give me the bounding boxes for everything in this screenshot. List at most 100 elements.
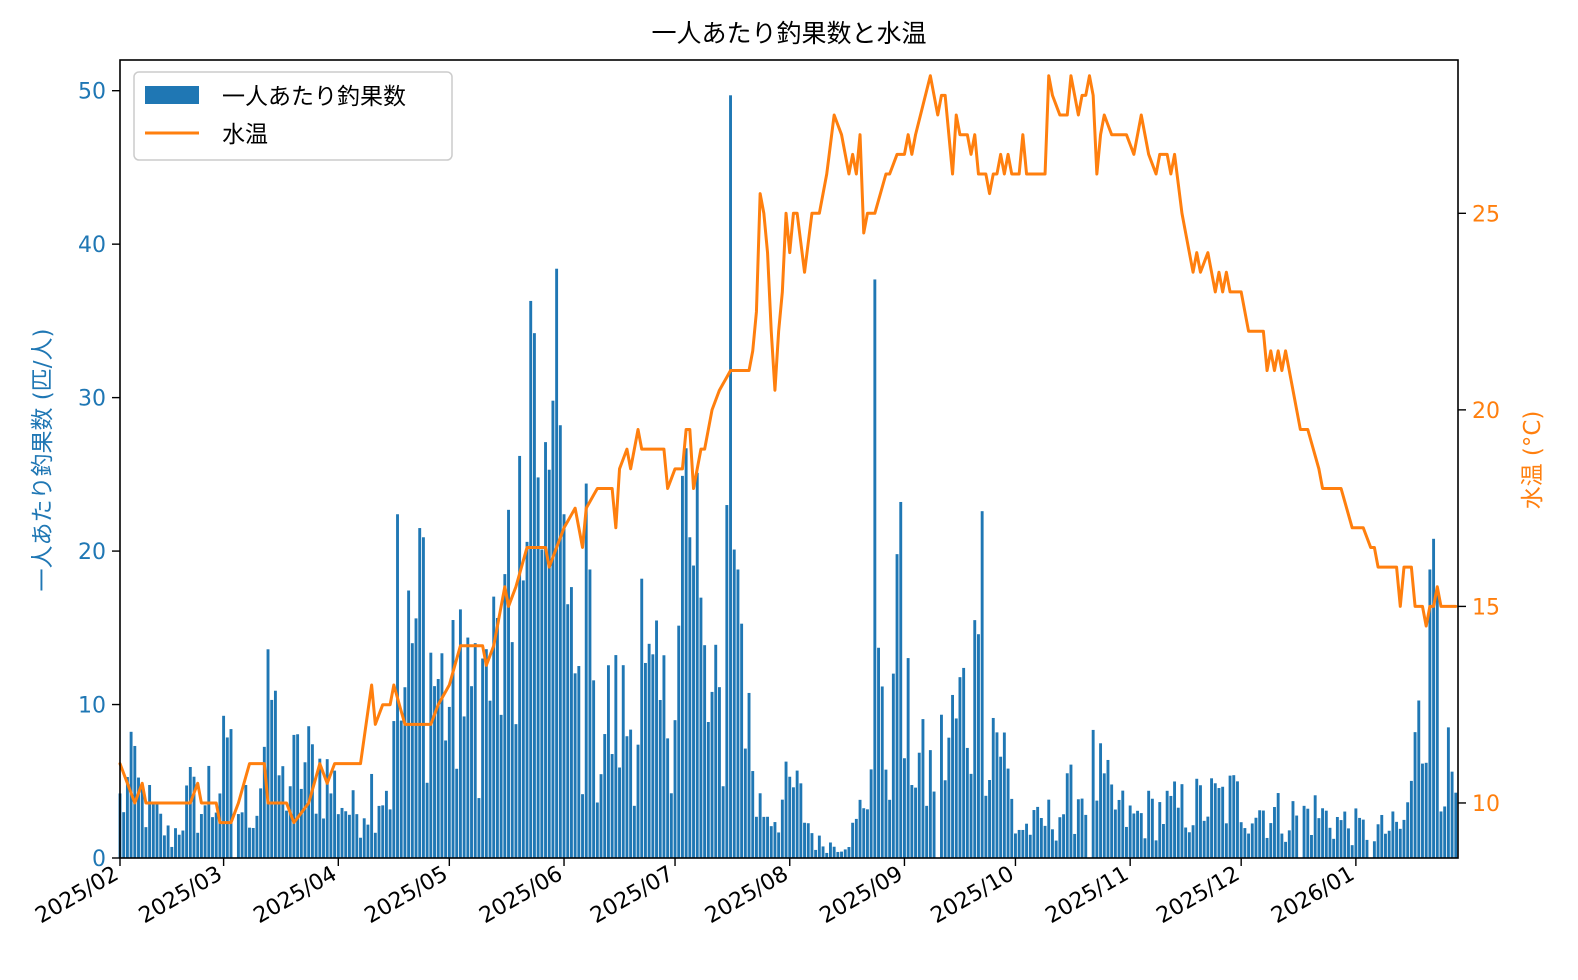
catch-bar — [296, 734, 300, 858]
catch-bar — [965, 747, 969, 858]
catch-bar — [1073, 833, 1077, 858]
catch-bar — [795, 770, 799, 858]
catch-bar — [514, 724, 518, 858]
catch-bar — [899, 501, 903, 858]
catch-bar — [588, 569, 592, 858]
catch-bar — [951, 694, 954, 858]
catch-bar — [218, 793, 222, 858]
catch-bar — [1358, 817, 1362, 858]
catch-bar — [1228, 775, 1232, 858]
catch-bar — [248, 827, 251, 858]
catch-bar — [606, 665, 610, 858]
catch-bar — [196, 832, 200, 858]
catch-bar — [1043, 825, 1047, 858]
catch-bar — [710, 691, 714, 858]
catch-bar — [333, 770, 337, 858]
catch-bar — [810, 833, 814, 858]
catch-bar — [1102, 773, 1106, 858]
catch-bar — [1014, 833, 1017, 858]
catch-bar — [532, 333, 536, 858]
catch-bar — [677, 625, 681, 858]
catch-bar — [1080, 798, 1084, 858]
catch-bar — [1417, 700, 1421, 858]
catch-bar — [492, 596, 496, 858]
catch-bar — [288, 786, 292, 858]
catch-bar — [684, 448, 688, 858]
catch-bar — [551, 400, 555, 858]
catch-bar — [1372, 841, 1376, 858]
catch-bar — [1261, 810, 1265, 858]
catch-bar — [318, 758, 322, 858]
catch-bar — [1269, 823, 1273, 858]
catch-bar — [1391, 811, 1395, 858]
catch-bar — [643, 662, 647, 858]
catch-bar — [1187, 832, 1191, 858]
catch-bar — [1195, 778, 1199, 858]
catch-bar — [621, 665, 625, 858]
catch-bar — [1176, 807, 1180, 858]
catch-bar — [877, 647, 880, 858]
catch-bar — [1295, 815, 1299, 858]
catch-bar — [351, 790, 355, 858]
catch-bar — [362, 818, 366, 858]
catch-bar — [1221, 786, 1225, 858]
catch-bar — [181, 830, 185, 858]
catch-bar — [625, 736, 629, 858]
catch-bar — [1435, 594, 1439, 858]
catch-bar — [1350, 845, 1354, 858]
x-tick-label: 2025/09 — [816, 862, 908, 929]
catch-bar — [1006, 768, 1010, 858]
catch-bar — [203, 805, 207, 858]
y1-tick-label: 0 — [92, 847, 106, 872]
catch-bar — [1210, 778, 1214, 858]
catch-bar — [788, 776, 792, 858]
catch-bar — [1213, 783, 1217, 858]
axes — [119, 59, 1459, 859]
catch-bar — [1058, 817, 1062, 858]
catch-bar — [1387, 830, 1391, 858]
catch-bar — [192, 776, 196, 858]
catch-bar — [1010, 798, 1014, 858]
catch-bar — [1439, 811, 1443, 858]
y2-tick-label: 25 — [1472, 202, 1500, 227]
catch-bar — [262, 746, 266, 858]
x-tick-label: 2025/03 — [135, 862, 227, 929]
catch-bar — [1199, 785, 1202, 858]
x-tick-label: 2025/08 — [701, 862, 793, 929]
catch-bar — [903, 758, 906, 858]
catch-bar — [1443, 806, 1447, 858]
catch-bar — [647, 643, 651, 858]
catch-bar — [1406, 802, 1410, 858]
catch-bar — [166, 825, 170, 858]
catch-bar — [222, 715, 226, 858]
catch-bar — [1184, 827, 1188, 858]
catch-bar — [977, 634, 980, 858]
catch-bar — [455, 768, 459, 858]
catch-bar — [673, 720, 677, 858]
catch-bar — [355, 814, 359, 858]
catch-bar — [814, 849, 818, 858]
catch-bar — [736, 569, 740, 858]
catch-bar — [743, 748, 747, 858]
catch-bar — [836, 851, 840, 858]
catch-bar — [1173, 781, 1177, 858]
catch-bar — [1191, 825, 1195, 858]
y1-tick-label: 20 — [78, 540, 106, 565]
catch-bar — [1302, 805, 1306, 858]
catch-bar — [747, 692, 751, 858]
catch-bar — [466, 637, 470, 858]
catch-bar — [984, 795, 988, 858]
y1-tick-label: 40 — [78, 233, 106, 258]
catch-bar — [817, 835, 821, 858]
catch-bar — [891, 673, 895, 858]
catch-bar — [799, 783, 803, 858]
catch-bar — [433, 686, 436, 858]
catch-bar — [177, 834, 181, 858]
catch-bar — [1065, 773, 1069, 858]
y2-tick-label: 10 — [1472, 792, 1500, 817]
catch-bar — [969, 773, 973, 858]
catch-bar — [1143, 838, 1147, 858]
catch-bar — [536, 477, 540, 858]
catch-bar — [148, 785, 152, 858]
